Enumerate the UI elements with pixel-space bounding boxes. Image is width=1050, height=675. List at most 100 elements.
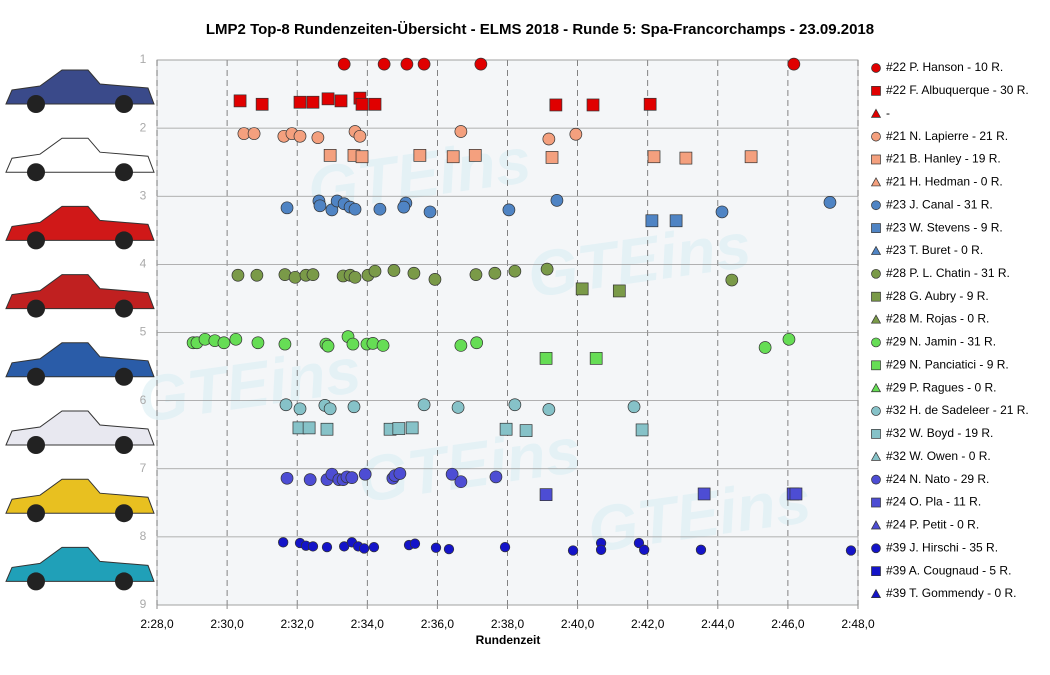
point (423, 205, 437, 219)
point (346, 337, 360, 351)
point (725, 273, 739, 287)
point (306, 95, 320, 109)
legend-marker (871, 223, 881, 233)
point (313, 199, 327, 213)
car-wheel (115, 163, 133, 182)
x-tick-label: 2:44,0 (701, 617, 735, 631)
x-tick-label: 2:40,0 (561, 617, 595, 631)
point (293, 95, 307, 109)
legend-label: #29 P. Ragues - 0 R. (886, 380, 997, 394)
point (393, 467, 407, 480)
point (443, 543, 455, 555)
point (233, 94, 247, 108)
legend-marker (871, 63, 881, 73)
car-wheel (27, 572, 45, 591)
point (334, 94, 348, 108)
point (454, 125, 468, 138)
legend-label: #22 P. Hanson - 10 R. (886, 60, 1003, 74)
legend-marker (870, 177, 882, 187)
car-wheel (115, 367, 133, 386)
point (217, 336, 231, 350)
x-tick-label: 2:36,0 (421, 617, 455, 631)
legend-label: #39 A. Cougnaud - 5 R. (886, 563, 1011, 577)
point (445, 467, 459, 481)
point (320, 422, 334, 436)
point (321, 339, 335, 353)
point (303, 473, 317, 486)
x-tick-label: 2:48,0 (841, 617, 875, 631)
y-tick-label: 5 (140, 325, 147, 339)
legend-marker (871, 429, 881, 439)
car-wheel (27, 163, 45, 182)
point (368, 264, 382, 278)
car-body (5, 274, 155, 310)
legend-marker (871, 474, 881, 485)
point (542, 403, 556, 416)
point (323, 402, 337, 416)
x-tick-label: 2:30,0 (210, 617, 244, 631)
point (789, 487, 803, 501)
point (358, 543, 370, 554)
car-wheel (115, 504, 133, 523)
car-wheel (27, 299, 45, 318)
car-body (5, 137, 155, 173)
car-body (5, 205, 155, 241)
legend-label: #23 J. Canal - 31 R. (886, 197, 993, 211)
point (407, 266, 421, 280)
y-tick-label: 8 (140, 529, 147, 543)
point (348, 202, 362, 216)
point (540, 262, 554, 276)
legend-marker (871, 497, 881, 508)
legend-label: - (886, 106, 890, 120)
point (697, 487, 711, 501)
point (405, 421, 419, 435)
point (355, 97, 369, 111)
car-wheel (115, 231, 133, 250)
y-tick-label: 3 (140, 188, 147, 202)
point (502, 203, 516, 217)
y-tick-label: 6 (140, 393, 147, 407)
chart-title: LMP2 Top-8 Rundenzeiten-Übersicht - ELMS… (206, 21, 874, 38)
point (569, 127, 583, 141)
car-wheel (27, 231, 45, 250)
point (643, 97, 657, 111)
legend-label: #23 T. Buret - 0 R. (886, 243, 983, 257)
x-tick-label: 2:46,0 (771, 617, 805, 631)
point (321, 541, 333, 553)
point (639, 544, 650, 555)
point (409, 538, 421, 549)
point (376, 339, 390, 352)
point (451, 401, 465, 414)
point (428, 273, 442, 286)
car-wheel (27, 367, 45, 386)
point (400, 57, 414, 71)
car-wheel (27, 436, 45, 454)
y-tick-label: 4 (140, 257, 147, 271)
legend-marker (870, 451, 882, 461)
point (499, 541, 511, 553)
y-tick-label: 2 (140, 120, 147, 134)
point (250, 268, 264, 282)
point (454, 339, 468, 352)
point (545, 151, 559, 164)
point (278, 537, 289, 548)
legend-label: #39 T. Gommendy - 0 R. (886, 586, 1017, 600)
point (355, 150, 369, 164)
point (280, 201, 294, 215)
point (489, 470, 503, 484)
point (311, 131, 325, 145)
legend-marker (871, 406, 881, 416)
point (469, 268, 483, 281)
legend-marker (871, 566, 881, 576)
point (474, 57, 488, 71)
legend-marker (871, 360, 881, 371)
point (337, 57, 351, 71)
car-body (5, 69, 155, 105)
legend-marker (870, 520, 882, 530)
x-tick-label: 2:32,0 (281, 617, 315, 631)
point (413, 149, 427, 162)
point (454, 475, 468, 489)
point (280, 471, 294, 485)
point (669, 214, 683, 228)
car-body (5, 478, 155, 514)
